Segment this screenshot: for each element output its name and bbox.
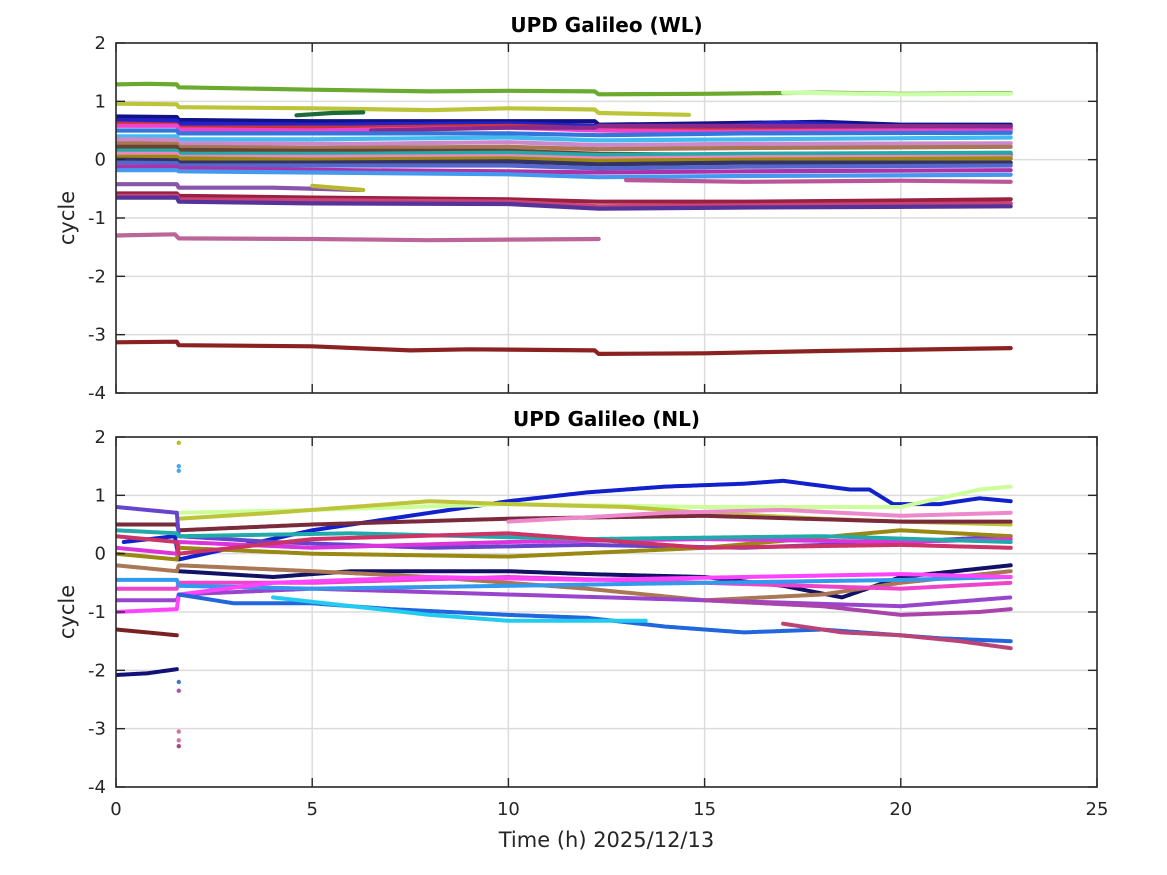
nl-series-group (116, 440, 1013, 749)
nl-series-4 (506, 507, 1013, 524)
wl-series-9 (116, 128, 1013, 138)
nl-series-14 (116, 575, 1013, 591)
wl-series-17 (116, 157, 1013, 167)
nl-x-axis-label: Time (h) 2025/12/13 (498, 828, 714, 852)
wl-series-20 (116, 168, 1013, 180)
wl-series-23 (310, 183, 366, 193)
nl-series-6 (116, 528, 1013, 562)
wl-y-tick-label: 2 (95, 33, 106, 54)
nl-point-22-0 (176, 440, 181, 446)
nl-point-26-0 (176, 729, 181, 734)
nl-point-23-0 (176, 463, 181, 469)
wl-series-21 (623, 178, 1013, 184)
wl-series-10 (116, 134, 1013, 143)
wl-series-27 (116, 232, 601, 243)
nl-series-12 (116, 575, 1013, 591)
nl-series-20 (116, 627, 179, 638)
nl-x-tick-label: 15 (693, 799, 716, 820)
wl-series-22 (116, 182, 362, 193)
wl-series-3 (294, 110, 366, 118)
wl-series-26 (116, 195, 1013, 211)
nl-x-tick-label: 10 (497, 799, 520, 820)
wl-y-tick-label: -2 (88, 266, 106, 287)
nl-point-25-0 (176, 688, 181, 693)
wl-series-28 (116, 339, 1013, 356)
wl-series-11 (116, 137, 1013, 148)
wl-y-tick-label: 0 (95, 150, 106, 171)
wl-y-tick-label: 1 (95, 91, 106, 112)
nl-series-21 (116, 667, 179, 677)
nl-chart-title: UPD Galileo (NL) (513, 407, 700, 431)
nl-series-18 (271, 595, 648, 623)
wl-y-tick-label: -4 (88, 383, 106, 404)
wl-series-18 (116, 160, 1013, 171)
nl-series-15 (702, 598, 1013, 617)
nl-point-27-0 (176, 743, 181, 749)
nl-series-9 (116, 531, 1013, 556)
nl-x-tick-label: 5 (306, 799, 317, 820)
wl-y-tick-label: -1 (88, 208, 106, 229)
nl-point-26-1 (176, 738, 181, 743)
nl-y-tick-label: 1 (95, 485, 106, 506)
wl-series-15 (116, 151, 1013, 161)
nl-series-8 (116, 528, 1013, 544)
nl-y-axis-label: cycle (55, 585, 79, 639)
nl-y-tick-label: 0 (95, 544, 106, 565)
wl-y-axis-label: cycle (55, 191, 79, 245)
nl-y-tick-label: -2 (88, 660, 106, 681)
nl-y-tick-label: 2 (95, 427, 106, 448)
nl-x-tick-label: 25 (1086, 799, 1109, 820)
nl-series-16 (116, 572, 1013, 614)
nl-series-19 (781, 621, 1013, 651)
wl-series-16 (116, 154, 1013, 163)
wl-series-group (116, 81, 1013, 356)
wl-series-8 (369, 123, 1013, 133)
wl-y-tick-label: -3 (88, 325, 106, 346)
wl-panel: -4 -3 -2 -1 0 1 2 UPD Galileo (WL) cycle (55, 13, 1098, 404)
wl-series-19 (116, 164, 1013, 175)
wl-series-14 (116, 148, 1013, 158)
wl-series-2 (116, 101, 692, 117)
nl-panel: 0 5 10 15 20 25 -4 -3 -2 -1 0 1 2 UPD Galileo (NL) cyc… (55, 407, 1108, 852)
nl-y-tick-label: -1 (88, 602, 106, 623)
nl-point-23-1 (176, 468, 181, 474)
nl-y-tick-label: -3 (88, 719, 106, 740)
nl-y-tick-label: -4 (88, 777, 106, 798)
wl-series-12 (116, 141, 1013, 152)
wl-chart-title: UPD Galileo (WL) (510, 13, 702, 37)
nl-x-tick-label: 20 (889, 799, 912, 820)
wl-series-1 (780, 90, 1013, 97)
nl-x-tick-label: 0 (110, 799, 121, 820)
nl-point-24-0 (176, 679, 181, 685)
